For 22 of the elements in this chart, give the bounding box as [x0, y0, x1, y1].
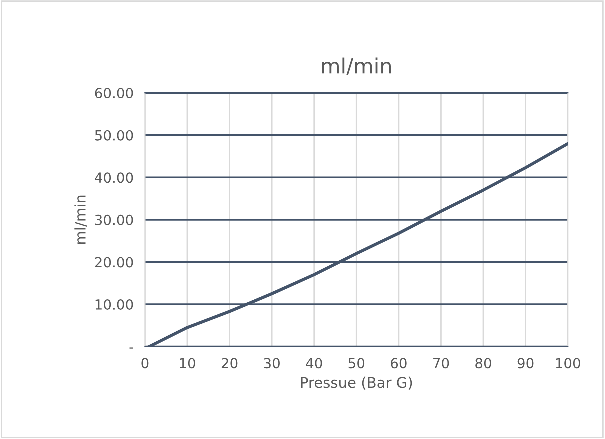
x-tick-label: 0 — [142, 358, 149, 369]
y-tick-label: 60.00 — [95, 88, 134, 99]
x-tick-label: 20 — [222, 358, 238, 369]
x-tick-label: 70 — [434, 358, 450, 369]
line-series — [148, 142, 568, 347]
y-tick-label: 40.00 — [95, 172, 134, 184]
x-tick-label: 10 — [180, 358, 196, 369]
x-axis-title: Pressue (Bar G) — [301, 376, 412, 390]
x-tick-label: 90 — [518, 358, 534, 369]
y-tick-label: 10.00 — [96, 299, 134, 310]
x-tick-label: 80 — [476, 358, 492, 369]
x-tick-label: 40 — [306, 358, 322, 369]
x-tick-label: 30 — [264, 358, 280, 369]
y-axis-title: ml/min — [74, 196, 88, 244]
chart-title: ml/min — [322, 58, 392, 76]
x-tick-label: 100 — [556, 358, 580, 369]
y-tick-label: - — [130, 348, 134, 349]
y-tick-label: 30.00 — [95, 214, 134, 226]
y-tick-label: 20.00 — [95, 257, 134, 268]
y-tick-label: 50.00 — [95, 130, 134, 141]
x-tick-label: 50 — [348, 358, 365, 369]
x-tick-label: 60 — [391, 358, 407, 369]
